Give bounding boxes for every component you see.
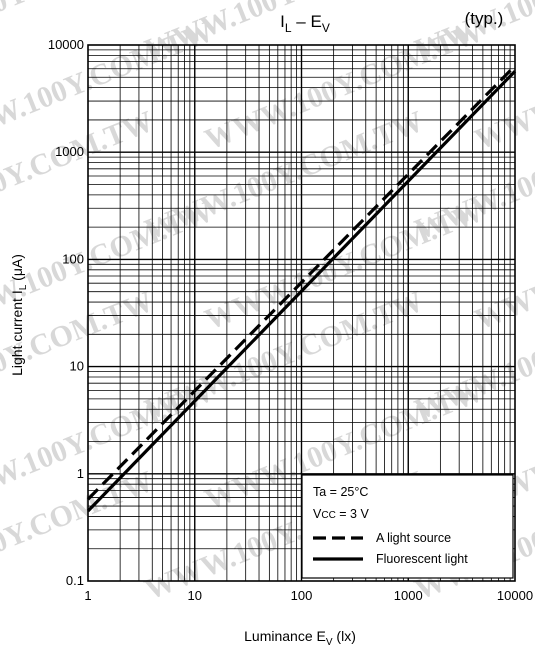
plot-frame bbox=[87, 44, 516, 582]
title-note: (typ.) bbox=[465, 9, 504, 28]
legend: Ta = 25°C VCC = 3 V A light source Fluor… bbox=[301, 474, 514, 579]
y-axis-label: Light current IL (μA) bbox=[9, 254, 29, 376]
series-layer bbox=[86, 64, 517, 513]
y-tick-label: 1 bbox=[77, 466, 84, 481]
legend-box bbox=[301, 474, 514, 579]
x-tick-label: 10000 bbox=[497, 588, 533, 603]
title-dash-sub: V bbox=[322, 21, 330, 35]
x-tick-label: 100 bbox=[291, 588, 313, 603]
x-tick-label: 1 bbox=[84, 588, 91, 603]
title-main-sub: L bbox=[285, 21, 292, 35]
vcc-sub: CC bbox=[321, 510, 335, 521]
legend-condition-ta: Ta = 25°C bbox=[313, 485, 368, 499]
vcc-rest: = 3 V bbox=[336, 507, 370, 521]
x-tick-label: 10 bbox=[188, 588, 202, 603]
legend-condition-vcc: VCC = 3 V bbox=[313, 507, 369, 521]
y-tick-labels: 0.1 1 10 100 1000 10000 bbox=[48, 37, 84, 588]
title-dash: – E bbox=[292, 12, 322, 31]
title-main: I bbox=[280, 12, 285, 31]
chart-title: IL – EV bbox=[280, 12, 330, 35]
y-label-main: Light current I bbox=[9, 290, 25, 376]
x-label-sub: V bbox=[326, 637, 333, 648]
y-label-sub: L bbox=[18, 284, 29, 290]
y-tick-label: 100 bbox=[62, 251, 84, 266]
x-label-unit: (lx) bbox=[333, 628, 356, 644]
y-label-unit: (μA) bbox=[9, 254, 25, 285]
vcc-main: V bbox=[313, 507, 322, 521]
y-tick-label: 0.1 bbox=[66, 573, 84, 588]
legend-label-a-light-source: A light source bbox=[376, 531, 451, 545]
x-tick-label: 1000 bbox=[394, 588, 423, 603]
series-line-a-light-source bbox=[86, 64, 517, 501]
y-tick-label: 10 bbox=[70, 359, 84, 374]
legend-label-fluorescent-light: Fluorescent light bbox=[376, 552, 468, 566]
y-tick-label: 10000 bbox=[48, 37, 84, 52]
series-line-fluorescent-light bbox=[86, 70, 517, 513]
x-axis-label: Luminance EV (lx) bbox=[244, 628, 356, 648]
x-tick-labels: 1 10 100 1000 10000 bbox=[84, 588, 533, 603]
y-tick-label: 1000 bbox=[55, 144, 84, 159]
x-label-main: Luminance E bbox=[244, 628, 326, 644]
